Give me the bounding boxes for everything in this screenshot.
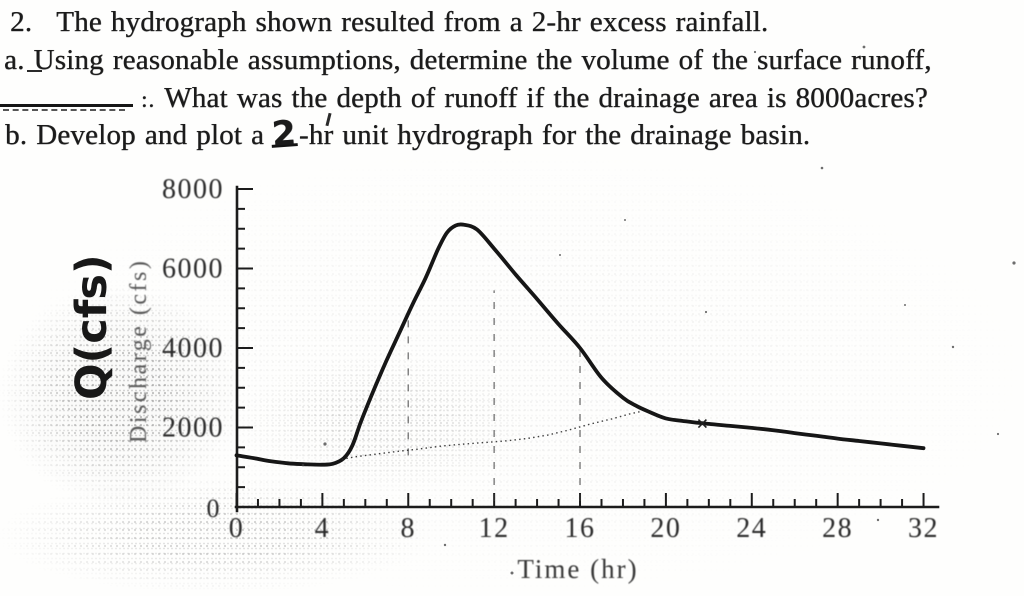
x-tick-label: 8 [401, 513, 417, 544]
dashed-time-markers [407, 290, 581, 502]
problem-line-1: 2. The hydrograph shown resulted from a 2… [10, 6, 768, 39]
x-tick-label: 16 [565, 513, 596, 544]
answer-blank [0, 70, 133, 111]
chart-series [234, 222, 926, 467]
y-axis-tick-labels: 0 2000 4000 6000 8000 [162, 174, 224, 523]
storm-hydrograph-curve [234, 222, 926, 467]
y-tick-label: 4000 [162, 333, 224, 364]
y-tick-label: 8000 [162, 174, 224, 205]
problem-statement: The hydrograph shown resulted from a 2-h… [56, 6, 769, 38]
part-a-question: What was the depth of runoff if the drai… [164, 82, 928, 114]
y-tick-label: 2000 [162, 413, 224, 444]
x-axis-title: Time (hr) [517, 554, 638, 584]
x-tick-label: 24 [736, 513, 767, 544]
curve-x-marker [697, 418, 707, 429]
axis-ticks [235, 188, 925, 507]
chart-axes [234, 185, 940, 513]
therefore-mark: :. [141, 87, 156, 112]
y-tick-label: 0 [207, 494, 222, 523]
problem-number: 2. [10, 6, 33, 38]
scan-artifacts [301, 45, 1016, 575]
axis-titles: Time (hr) Discharge (cfs) Q(cfs) [67, 254, 638, 584]
x-tick-label: 4 [315, 513, 331, 544]
problem-part-a-line2: :. What was the depth of runoff if the dr… [0, 70, 928, 115]
part-b-suffix: -hr unit hydrograph for the drainage bas… [298, 119, 811, 151]
problem-part-a-line1: a. Using reasonable assumptions, determi… [4, 44, 932, 76]
x-tick-label: 20 [650, 513, 681, 544]
x-axis-tick-labels: 0 4 8 12 16 20 24 28 32 [229, 513, 939, 544]
x-tick-label: 0 [229, 513, 245, 544]
baseflow-separation-line [341, 410, 643, 460]
y-tick-label: 6000 [162, 254, 224, 285]
part-b-prefix: b. Develop and plot a [5, 119, 265, 151]
x-tick-label: 28 [822, 513, 853, 544]
x-tick-label: 12 [479, 513, 510, 544]
x-tick-label: 32 [908, 513, 939, 544]
handwritten-y-axis-label: Q(cfs) [67, 254, 117, 400]
y-axis-title: Discharge (cfs) [126, 259, 152, 443]
problem-part-b: b. Develop and plot a 2-hr unit hydrograp… [5, 112, 811, 155]
